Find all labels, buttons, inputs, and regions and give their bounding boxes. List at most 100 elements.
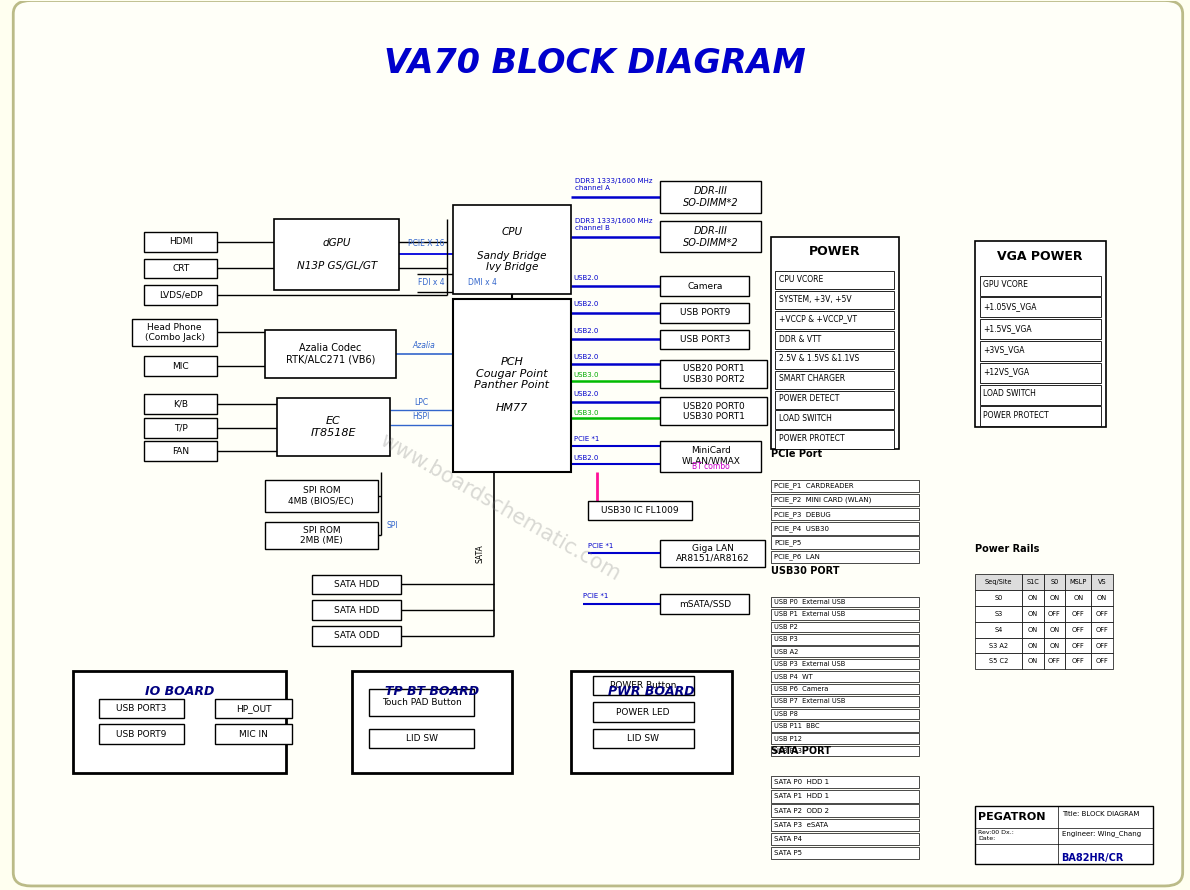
Text: VS: VS [1097,578,1107,585]
FancyBboxPatch shape [979,341,1101,361]
Text: USB30 IC FL1009: USB30 IC FL1009 [601,506,679,515]
FancyBboxPatch shape [132,319,218,345]
Text: SYSTEM, +3V, +5V: SYSTEM, +3V, +5V [779,295,852,303]
Text: SATA PORT: SATA PORT [771,746,831,756]
Text: SATA P5: SATA P5 [775,850,802,856]
FancyBboxPatch shape [771,696,919,707]
Text: ON: ON [1028,611,1038,617]
FancyBboxPatch shape [144,356,218,376]
FancyBboxPatch shape [1022,621,1044,637]
FancyBboxPatch shape [660,397,768,425]
FancyBboxPatch shape [593,729,694,748]
Text: SMART CHARGER: SMART CHARGER [779,375,845,384]
FancyBboxPatch shape [975,621,1022,637]
FancyBboxPatch shape [979,276,1101,295]
Text: USB PORT3: USB PORT3 [679,335,729,344]
Text: VA70 BLOCK DIAGRAM: VA70 BLOCK DIAGRAM [384,47,806,80]
Text: ON: ON [1028,643,1038,649]
Text: PCIE_P6  LAN: PCIE_P6 LAN [775,554,820,560]
FancyBboxPatch shape [593,676,694,695]
Text: EC
IT8518E: EC IT8518E [311,416,356,438]
FancyBboxPatch shape [771,847,919,860]
Text: USB P13: USB P13 [775,748,802,754]
Text: OFF: OFF [1048,659,1060,665]
Text: FDI x 4: FDI x 4 [418,279,445,287]
Text: PEGATRON: PEGATRON [978,813,1046,822]
Text: HSPI: HSPI [413,412,430,421]
FancyBboxPatch shape [771,237,898,449]
Text: SATA: SATA [476,545,484,563]
Text: DDR3 1333/1600 MHz
channel A: DDR3 1333/1600 MHz channel A [575,178,652,190]
FancyBboxPatch shape [313,575,401,594]
FancyBboxPatch shape [1091,605,1113,621]
Text: ON: ON [1028,595,1038,601]
Text: PCIE_P1  CARDREADER: PCIE_P1 CARDREADER [775,482,854,490]
Text: USB20 PORT0
USB30 PORT1: USB20 PORT0 USB30 PORT1 [683,401,745,421]
FancyBboxPatch shape [975,241,1106,427]
Text: USB P3  External USB: USB P3 External USB [775,661,846,668]
FancyBboxPatch shape [975,574,1022,589]
Text: MiniCard
WLAN/WMAX: MiniCard WLAN/WMAX [682,447,740,465]
FancyBboxPatch shape [1091,589,1113,605]
FancyBboxPatch shape [771,684,919,694]
Text: S0: S0 [1051,578,1059,585]
Text: ON: ON [1050,643,1059,649]
Text: ON: ON [1028,659,1038,665]
FancyBboxPatch shape [771,596,919,607]
Text: USB2.0: USB2.0 [574,391,599,397]
FancyBboxPatch shape [979,320,1101,339]
FancyBboxPatch shape [771,708,919,719]
FancyBboxPatch shape [1022,589,1044,605]
Text: CRT: CRT [173,264,189,273]
Text: S1C: S1C [1027,578,1040,585]
Text: SATA HDD: SATA HDD [334,605,380,614]
Text: LID SW: LID SW [627,734,659,743]
Text: CPU VCORE: CPU VCORE [779,275,823,284]
FancyBboxPatch shape [771,494,919,506]
Text: SATA P4: SATA P4 [775,836,802,842]
Text: S3: S3 [995,611,1003,617]
FancyBboxPatch shape [771,721,919,732]
Text: 2.5V & 1.5VS &1.1VS: 2.5V & 1.5VS &1.1VS [779,354,859,363]
FancyBboxPatch shape [1091,637,1113,653]
FancyBboxPatch shape [144,394,218,414]
Text: Touch PAD Button: Touch PAD Button [382,698,462,707]
Text: PCIE_P5: PCIE_P5 [775,539,802,546]
Text: SATA P0  HDD 1: SATA P0 HDD 1 [775,779,829,785]
Text: SATA P3  eSATA: SATA P3 eSATA [775,821,828,828]
Text: OFF: OFF [1048,611,1060,617]
FancyBboxPatch shape [776,410,894,429]
FancyBboxPatch shape [975,589,1022,605]
FancyBboxPatch shape [1022,574,1044,589]
FancyBboxPatch shape [99,699,184,718]
FancyBboxPatch shape [99,724,184,744]
FancyBboxPatch shape [975,605,1022,621]
FancyBboxPatch shape [265,329,395,378]
FancyBboxPatch shape [660,222,762,253]
FancyBboxPatch shape [979,297,1101,318]
Text: USB P8: USB P8 [775,711,798,716]
Text: DDR-III
SO-DIMM*2: DDR-III SO-DIMM*2 [683,226,739,247]
Text: Azalia Codec
RTK/ALC271 (VB6): Azalia Codec RTK/ALC271 (VB6) [286,344,375,365]
Text: T/P: T/P [174,424,188,433]
FancyBboxPatch shape [771,776,919,789]
Text: DDR3 1333/1600 MHz
channel B: DDR3 1333/1600 MHz channel B [575,218,652,231]
FancyBboxPatch shape [771,746,919,756]
FancyBboxPatch shape [1044,653,1065,669]
FancyBboxPatch shape [277,398,389,456]
Text: OFF: OFF [1096,659,1108,665]
Text: SPI ROM
4MB (BIOS/EC): SPI ROM 4MB (BIOS/EC) [288,486,355,506]
Text: HDMI: HDMI [169,238,193,247]
FancyBboxPatch shape [776,391,894,409]
Text: PCIE_P4  USB30: PCIE_P4 USB30 [775,525,829,531]
Text: TP BT BOARD: TP BT BOARD [384,685,478,699]
FancyBboxPatch shape [771,833,919,846]
FancyBboxPatch shape [144,232,218,252]
Text: dGPU

N13P GS/GL/GT: dGPU N13P GS/GL/GT [296,238,377,271]
Text: CPU

Sandy Bridge
Ivy Bridge: CPU Sandy Bridge Ivy Bridge [477,228,546,272]
Text: USB PORT9: USB PORT9 [679,308,729,318]
Text: USB2.0: USB2.0 [574,354,599,360]
Text: USB3.0: USB3.0 [574,409,599,416]
FancyBboxPatch shape [979,407,1101,426]
FancyBboxPatch shape [369,729,474,748]
